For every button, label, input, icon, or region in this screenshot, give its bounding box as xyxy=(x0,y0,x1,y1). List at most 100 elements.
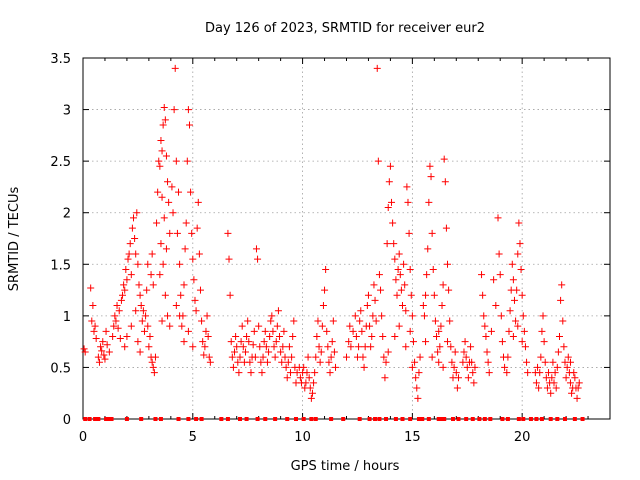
data-point xyxy=(227,338,235,346)
data-point xyxy=(136,291,144,299)
data-point xyxy=(395,250,403,258)
data-point xyxy=(447,343,455,351)
data-point xyxy=(192,307,200,315)
data-point xyxy=(266,332,274,340)
data-point xyxy=(355,343,363,351)
zero-value-marker xyxy=(416,417,421,421)
data-point xyxy=(311,369,319,377)
data-point xyxy=(318,322,326,330)
data-point xyxy=(202,327,210,335)
zero-value-marker xyxy=(400,417,405,421)
zero-value-marker xyxy=(309,417,314,421)
data-point xyxy=(132,250,140,258)
y-tick-label: 0.5 xyxy=(50,361,71,376)
data-point xyxy=(126,240,134,248)
data-point xyxy=(412,374,420,382)
data-point xyxy=(158,317,166,325)
zero-value-marker xyxy=(273,417,278,421)
data-point xyxy=(408,363,416,371)
zero-value-marker xyxy=(426,417,431,421)
data-point xyxy=(484,358,492,366)
data-point xyxy=(347,343,355,351)
data-point xyxy=(438,302,446,310)
y-tick-label: 3.5 xyxy=(50,52,71,67)
data-point xyxy=(366,322,374,330)
data-point xyxy=(330,348,338,356)
data-point xyxy=(148,250,156,258)
zero-value-marker xyxy=(255,417,260,421)
data-point xyxy=(134,338,142,346)
data-point xyxy=(247,369,255,377)
data-point xyxy=(173,229,181,237)
data-point xyxy=(359,353,367,361)
data-point xyxy=(558,281,566,289)
zero-value-marker xyxy=(373,417,378,421)
data-point xyxy=(308,389,316,397)
data-point xyxy=(568,389,576,397)
data-point xyxy=(553,363,561,371)
data-point xyxy=(467,343,475,351)
data-point xyxy=(120,281,128,289)
data-point xyxy=(358,327,366,335)
data-point xyxy=(114,324,122,332)
data-point xyxy=(98,347,106,355)
data-point xyxy=(159,260,167,268)
data-point xyxy=(471,363,479,371)
data-point xyxy=(523,358,531,366)
y-tick-label: 0 xyxy=(63,413,71,428)
data-point xyxy=(164,312,172,320)
data-point xyxy=(122,265,130,273)
data-point xyxy=(109,332,117,340)
data-point xyxy=(278,358,286,366)
data-point xyxy=(206,358,214,366)
zero-value-marker xyxy=(263,417,268,421)
data-point xyxy=(426,162,434,170)
data-point xyxy=(123,332,131,340)
data-point xyxy=(187,188,195,196)
data-point xyxy=(110,322,118,330)
data-point xyxy=(102,327,110,335)
zero-value-marker xyxy=(384,417,389,421)
zero-value-marker xyxy=(109,417,114,421)
data-point xyxy=(225,255,233,263)
data-point xyxy=(204,332,212,340)
data-point xyxy=(517,265,525,273)
chart-title: Day 126 of 2023, SRMTID for receiver eur… xyxy=(205,21,485,36)
axis-ticks: 0 5 10 15 20 0 0.5 1 1.5 2 2.5 3 3.5 xyxy=(50,52,610,445)
data-point xyxy=(461,338,469,346)
data-point xyxy=(427,173,435,181)
data-point xyxy=(363,302,371,310)
data-point xyxy=(131,235,139,242)
data-point xyxy=(512,317,520,325)
data-point xyxy=(190,276,198,284)
data-point xyxy=(87,284,95,292)
data-point xyxy=(144,260,152,268)
data-point xyxy=(270,343,278,351)
data-point xyxy=(203,312,211,320)
data-point xyxy=(423,271,431,279)
data-point xyxy=(193,224,201,232)
data-point xyxy=(519,312,527,320)
data-point xyxy=(370,281,378,289)
data-point xyxy=(496,271,504,279)
data-point xyxy=(352,332,360,340)
data-point xyxy=(142,312,150,320)
data-point xyxy=(189,343,197,351)
data-point xyxy=(272,338,280,346)
data-point xyxy=(490,276,498,284)
zero-value-marker xyxy=(456,417,461,421)
data-point xyxy=(375,271,383,279)
data-point xyxy=(498,338,506,346)
data-point xyxy=(100,351,108,359)
data-point xyxy=(170,106,178,114)
data-point xyxy=(263,358,271,366)
data-point xyxy=(274,307,282,315)
zero-value-marker xyxy=(482,417,487,421)
zero-value-marker xyxy=(176,417,181,421)
data-point xyxy=(468,358,476,366)
data-point xyxy=(431,317,439,325)
data-point xyxy=(117,296,125,304)
data-point xyxy=(144,322,152,330)
data-point xyxy=(150,369,158,377)
data-point xyxy=(130,214,138,222)
